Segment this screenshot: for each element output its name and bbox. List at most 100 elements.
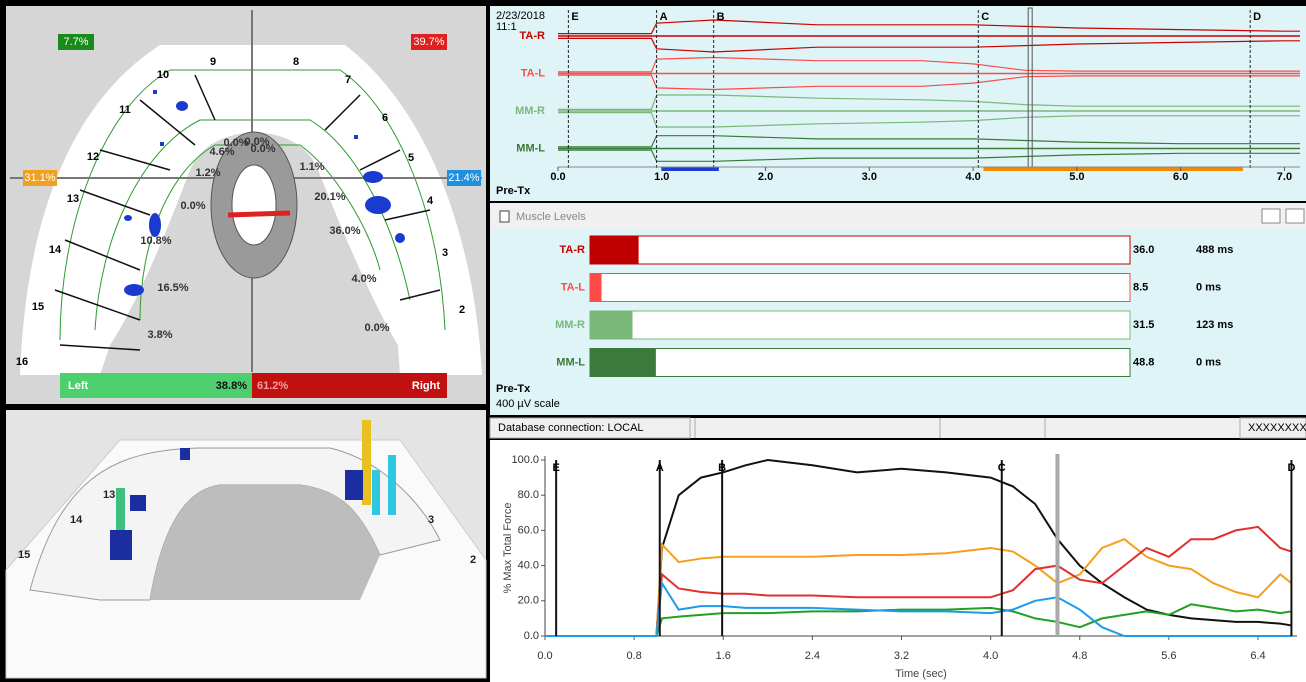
level-time: 0 ms [1196, 281, 1221, 293]
zone-percent: 4.0% [351, 273, 376, 285]
tooth-number: 16 [16, 356, 28, 368]
status-text: Database connection: LOCAL [498, 422, 644, 434]
zone-percent: 1.1% [299, 161, 324, 173]
level-value: 36.0 [1133, 244, 1154, 256]
zone-percent: 0.0% [180, 200, 205, 212]
event-label: D [1253, 11, 1261, 23]
event-label: D [1287, 462, 1295, 474]
tooth-number: 10 [157, 69, 169, 81]
balance-left-value: 38.8% [216, 380, 247, 392]
cursor [1055, 454, 1059, 636]
event-label: A [660, 11, 668, 23]
event-label: B [718, 462, 726, 474]
status-text: XXXXXXXX [1248, 422, 1306, 434]
y-tick-label: 100.0 [511, 454, 539, 466]
x-axis-label: Time (sec) [895, 668, 947, 680]
x-tick-label: 5.0 [1069, 171, 1084, 183]
level-time: 123 ms [1196, 319, 1233, 331]
x-tick-label: 4.0 [983, 650, 998, 662]
x-tick-label: 0.8 [626, 650, 641, 662]
x-tick-label: 1.6 [716, 650, 731, 662]
range-bar [983, 167, 1242, 171]
x-tick-label: 3.2 [894, 650, 909, 662]
level-bar [590, 311, 633, 339]
zone-percent: 4.6% [209, 146, 234, 158]
x-tick-label: 4.0 [965, 171, 980, 183]
x-tick-label: 3.0 [862, 171, 877, 183]
x-tick-label: 0.0 [537, 650, 552, 662]
level-frame [590, 236, 1130, 264]
muscle-phase: Pre-Tx [496, 383, 531, 395]
page: 7.7%39.7%31.1%21.4%161514131211109876543… [0, 0, 1306, 682]
screen: 7.7%39.7%31.1%21.4%161514131211109876543… [0, 0, 1306, 682]
zone-percent: 20.1% [314, 191, 345, 203]
balance-left-label: Left [68, 380, 89, 392]
x-tick-label: 5.6 [1161, 650, 1176, 662]
panel-icon [500, 211, 509, 222]
panel-title: Muscle Levels [516, 211, 586, 223]
row-label: MM-R [555, 319, 585, 331]
muscle-header [490, 203, 1306, 229]
event-label: B [717, 11, 725, 23]
row-label: MM-L [556, 356, 585, 368]
tooth-number: 12 [87, 151, 99, 163]
tooth-number: 14 [70, 514, 83, 526]
level-frame [590, 274, 1130, 302]
y-tick-label: 0.0 [524, 630, 539, 642]
level-bar [590, 349, 656, 377]
tooth-number: 6 [382, 112, 388, 124]
channel-label: TA-R [520, 30, 546, 42]
x-tick-label: 6.0 [1173, 171, 1188, 183]
x-tick-label: 0.0 [550, 171, 565, 183]
corner-label: 21.4% [448, 172, 479, 184]
x-tick-label: 6.4 [1250, 650, 1265, 662]
balance-right-label: Right [412, 380, 440, 392]
tooth-number: 9 [210, 56, 216, 68]
y-tick-label: 20.0 [518, 595, 539, 607]
tooth-number: 4 [427, 195, 434, 207]
zone-percent: 1.2% [195, 167, 220, 179]
zone-percent: 16.5% [157, 282, 188, 294]
balance-right-value: 61.2% [257, 380, 288, 392]
level-value: 8.5 [1133, 281, 1148, 293]
muscle-panel [490, 203, 1306, 415]
y-tick-label: 60.0 [518, 524, 539, 536]
level-frame [590, 349, 1130, 377]
level-bar [590, 236, 639, 264]
zone-percent: 0.0% [364, 322, 389, 334]
level-frame [590, 311, 1130, 339]
emg-time: 11:1 [496, 21, 517, 33]
row-label: TA-L [561, 281, 586, 293]
minimize-button[interactable] [1262, 209, 1280, 223]
corner-label: 39.7% [413, 36, 444, 48]
corner-label: 31.1% [24, 172, 55, 184]
zone-percent: 10.8% [140, 235, 171, 247]
event-label: C [981, 11, 989, 23]
tooth-number: 8 [293, 56, 299, 68]
channel-label: MM-R [515, 105, 545, 117]
zone-percent: 36.0% [329, 225, 360, 237]
row-label: TA-R [560, 244, 586, 256]
center-oval-inner [232, 165, 276, 245]
tooth-number: 15 [32, 301, 44, 313]
level-bar [590, 274, 601, 302]
y-tick-label: 80.0 [518, 489, 539, 501]
tooth-number: 13 [103, 489, 115, 501]
tooth-number: 15 [18, 549, 30, 561]
level-value: 31.5 [1133, 319, 1154, 331]
x-tick-label: 2.0 [758, 171, 773, 183]
x-tick-label: 2.4 [805, 650, 820, 662]
range-bar [662, 167, 719, 171]
maximize-button[interactable] [1286, 209, 1304, 223]
zone-percent: 0.0% [250, 143, 275, 155]
level-time: 488 ms [1196, 244, 1233, 256]
y-tick-label: 40.0 [518, 560, 539, 572]
event-label: E [552, 462, 559, 474]
tooth-number: 5 [408, 152, 414, 164]
level-time: 0 ms [1196, 356, 1221, 368]
force-panel [490, 440, 1306, 682]
y-axis-label: % Max Total Force [502, 503, 514, 594]
event-label: E [571, 11, 578, 23]
tooth-number: 2 [470, 554, 476, 566]
x-tick-label: 4.8 [1072, 650, 1087, 662]
